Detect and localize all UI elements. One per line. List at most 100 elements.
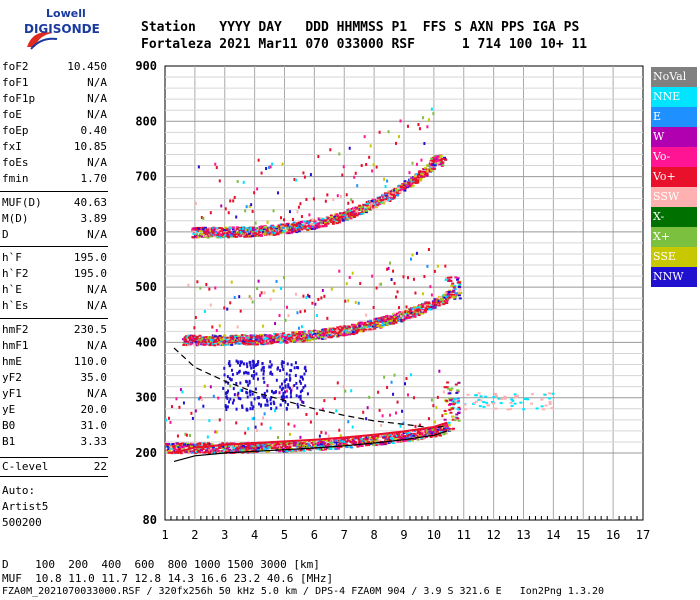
echo-point bbox=[235, 226, 239, 229]
echo-point bbox=[223, 334, 227, 337]
echo-point bbox=[190, 445, 194, 448]
echo-point bbox=[372, 163, 375, 167]
echo-point bbox=[225, 395, 228, 399]
echo-point bbox=[314, 446, 318, 449]
echo-point bbox=[442, 302, 446, 305]
echo-point bbox=[273, 446, 277, 449]
echo-point bbox=[310, 338, 314, 341]
param-ye-label: yE bbox=[2, 403, 16, 416]
echo-point bbox=[308, 222, 312, 225]
y-tick-label: 200 bbox=[135, 446, 157, 460]
echo-point bbox=[452, 427, 456, 430]
echo-point bbox=[432, 404, 435, 408]
echo-point bbox=[244, 370, 247, 374]
x-tick-label: 5 bbox=[281, 528, 288, 542]
echo-point bbox=[329, 219, 333, 222]
echo-point bbox=[455, 413, 459, 416]
echo-point bbox=[251, 392, 254, 396]
echo-point bbox=[408, 439, 412, 442]
echo-point bbox=[223, 230, 227, 233]
param-mufd-value: 40.63 bbox=[73, 196, 107, 209]
echo-point bbox=[456, 390, 460, 393]
echo-point bbox=[293, 178, 296, 182]
echo-point bbox=[317, 330, 321, 333]
echo-point bbox=[312, 222, 316, 225]
echo-point bbox=[274, 390, 277, 394]
echo-point bbox=[241, 388, 244, 392]
echo-point bbox=[282, 332, 286, 335]
echo-point bbox=[203, 226, 207, 229]
echo-point bbox=[250, 203, 253, 207]
echo-point bbox=[551, 392, 555, 395]
echo-point bbox=[403, 187, 407, 190]
echo-point bbox=[326, 222, 330, 225]
echo-point bbox=[173, 448, 177, 451]
echo-point bbox=[332, 220, 336, 223]
echo-point bbox=[343, 331, 347, 334]
echo-point bbox=[516, 394, 520, 397]
echo-point bbox=[400, 320, 404, 323]
echo-point bbox=[337, 216, 341, 219]
echo-point bbox=[435, 430, 439, 433]
echo-point bbox=[385, 321, 389, 324]
echo-point bbox=[233, 342, 237, 345]
echo-point bbox=[187, 283, 190, 287]
echo-point bbox=[289, 391, 292, 395]
echo-point bbox=[351, 436, 355, 439]
echo-point bbox=[259, 448, 263, 451]
echo-point bbox=[439, 162, 443, 165]
echo-point bbox=[239, 360, 242, 364]
echo-point bbox=[417, 176, 421, 179]
echo-point bbox=[435, 160, 439, 163]
echo-point bbox=[199, 449, 203, 452]
echo-point bbox=[257, 444, 261, 447]
echo-point bbox=[256, 335, 260, 338]
echo-point bbox=[341, 212, 345, 215]
echo-point bbox=[234, 340, 238, 343]
echo-point bbox=[457, 285, 461, 288]
echo-point bbox=[275, 227, 279, 230]
echo-point bbox=[343, 213, 347, 216]
echo-point bbox=[449, 399, 453, 402]
echo-point bbox=[169, 420, 172, 424]
echo-point bbox=[303, 224, 307, 227]
echo-point bbox=[314, 302, 317, 306]
echo-point bbox=[472, 402, 476, 405]
echo-point bbox=[457, 419, 461, 422]
echo-point bbox=[217, 445, 221, 448]
echo-point bbox=[382, 200, 386, 203]
echo-point bbox=[338, 440, 342, 443]
echo-point bbox=[358, 205, 362, 208]
echo-point bbox=[271, 389, 274, 393]
echo-point bbox=[430, 169, 434, 172]
echo-point bbox=[285, 372, 288, 376]
echo-point bbox=[400, 188, 404, 191]
echo-point bbox=[362, 410, 365, 414]
echo-point bbox=[406, 393, 409, 397]
echo-point bbox=[396, 312, 400, 315]
echo-point bbox=[338, 428, 341, 432]
echo-point bbox=[249, 447, 253, 450]
x-tick-label: 1 bbox=[161, 528, 168, 542]
echo-point bbox=[279, 230, 283, 233]
echo-point bbox=[249, 343, 253, 346]
echo-point bbox=[262, 416, 265, 420]
echo-point bbox=[188, 339, 192, 342]
echo-point bbox=[366, 406, 369, 410]
echo-point bbox=[299, 449, 303, 452]
echo-point bbox=[212, 338, 216, 341]
echo-point bbox=[253, 397, 256, 401]
echo-point bbox=[327, 434, 330, 438]
echo-point bbox=[456, 389, 460, 392]
echo-point bbox=[317, 226, 321, 229]
echo-point bbox=[438, 159, 442, 162]
echo-point bbox=[540, 398, 544, 401]
echo-point bbox=[334, 448, 338, 451]
echo-point bbox=[313, 332, 317, 335]
echo-point bbox=[254, 387, 257, 391]
param-hf2-value: 195.0 bbox=[73, 267, 107, 280]
echo-point bbox=[241, 444, 245, 447]
echo-point bbox=[184, 335, 188, 338]
echo-point bbox=[209, 342, 213, 345]
echo-point bbox=[232, 387, 235, 391]
